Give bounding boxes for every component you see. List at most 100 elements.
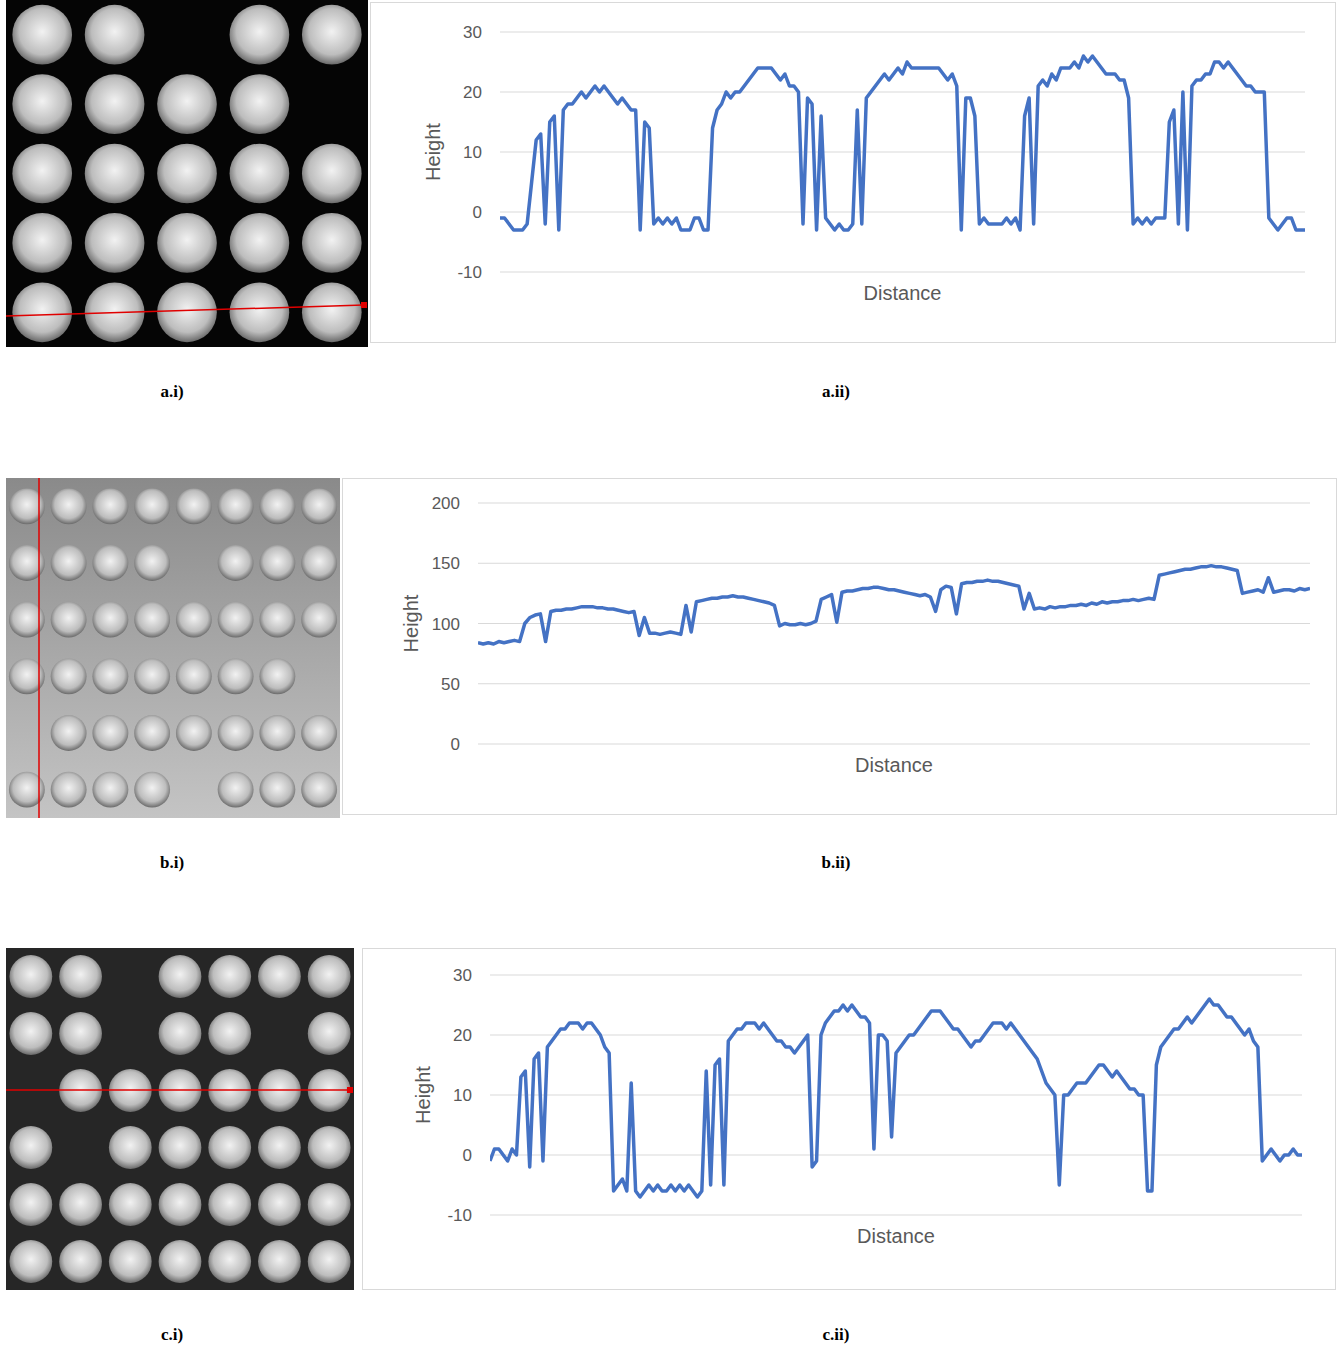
blob [208, 1126, 251, 1169]
blob [12, 282, 72, 342]
profile-end [361, 302, 367, 308]
tick-label: -10 [447, 1206, 472, 1225]
blob [208, 1183, 251, 1226]
blob [301, 772, 337, 808]
blob [59, 1240, 102, 1283]
blob [51, 545, 87, 581]
blob [259, 602, 295, 638]
blob [109, 1240, 152, 1283]
blob [308, 1183, 351, 1226]
blob [51, 488, 87, 524]
blob [59, 955, 102, 998]
chart-frame [363, 949, 1336, 1290]
blob [218, 488, 254, 524]
blob [302, 144, 362, 204]
blob [85, 5, 145, 65]
blob [308, 1240, 351, 1283]
tick-label: 200 [432, 494, 460, 513]
data-line [500, 56, 1305, 230]
blob [176, 658, 212, 694]
chart-panel: 050100150200DistanceHeight [343, 479, 1337, 815]
panel-caption: a.i) [160, 382, 183, 401]
blob [85, 144, 145, 204]
blob [230, 74, 290, 134]
blob [302, 213, 362, 273]
blob [134, 488, 170, 524]
data-line [490, 999, 1302, 1197]
blob [301, 488, 337, 524]
blob [109, 1183, 152, 1226]
blob [259, 488, 295, 524]
blob [259, 658, 295, 694]
y-axis-title: Height [400, 594, 422, 652]
tick-label: 30 [453, 966, 472, 985]
tick-label: 0 [463, 1146, 472, 1165]
image-background [6, 478, 340, 818]
blob [301, 715, 337, 751]
blob [59, 1012, 102, 1055]
blob [92, 488, 128, 524]
blob [218, 658, 254, 694]
blob [208, 955, 251, 998]
blob [259, 715, 295, 751]
blob [12, 74, 72, 134]
blob [9, 1126, 52, 1169]
blob [9, 1012, 52, 1055]
blob [134, 772, 170, 808]
grid-line [490, 975, 1302, 976]
blob [92, 545, 128, 581]
blob [230, 5, 290, 65]
y-axis-title: Height [412, 1066, 434, 1124]
blob [301, 602, 337, 638]
grid-line [478, 563, 1310, 564]
blob [157, 144, 217, 204]
blob [134, 545, 170, 581]
plot-area [490, 999, 1302, 1197]
profile-end [347, 1087, 353, 1093]
tick-label: 20 [453, 1026, 472, 1045]
chart-panel: -100102030DistanceHeight [363, 949, 1336, 1290]
blob [12, 213, 72, 273]
blob [230, 282, 290, 342]
blob [258, 1126, 301, 1169]
blob [159, 1183, 202, 1226]
blob [258, 955, 301, 998]
blob [218, 715, 254, 751]
blob [12, 5, 72, 65]
blob [9, 1183, 52, 1226]
blob [51, 772, 87, 808]
image-panel [6, 948, 354, 1290]
blob [157, 74, 217, 134]
blob [92, 658, 128, 694]
grid-line [490, 1035, 1302, 1036]
blob [208, 1012, 251, 1055]
tick-label: -10 [457, 263, 482, 282]
tick-label: 100 [432, 615, 460, 634]
blob [218, 602, 254, 638]
blob [92, 772, 128, 808]
blob [159, 1240, 202, 1283]
blob [308, 1012, 351, 1055]
blob [218, 545, 254, 581]
blob [208, 1240, 251, 1283]
blob [109, 1126, 152, 1169]
blob [59, 1183, 102, 1226]
plot-area [500, 56, 1305, 230]
blob [9, 955, 52, 998]
blob [218, 772, 254, 808]
blob [230, 144, 290, 204]
profile-line [38, 478, 40, 818]
x-axis-title: Distance [864, 282, 942, 304]
blob [176, 488, 212, 524]
tick-label: 20 [463, 83, 482, 102]
blob [258, 1240, 301, 1283]
chart-frame [371, 3, 1336, 343]
panel-caption: a.ii) [822, 382, 850, 401]
image-background [6, 0, 368, 347]
blob [302, 282, 362, 342]
blob [308, 955, 351, 998]
grid-line [500, 32, 1305, 33]
blob [134, 715, 170, 751]
blob [176, 602, 212, 638]
grid-line [500, 272, 1305, 273]
